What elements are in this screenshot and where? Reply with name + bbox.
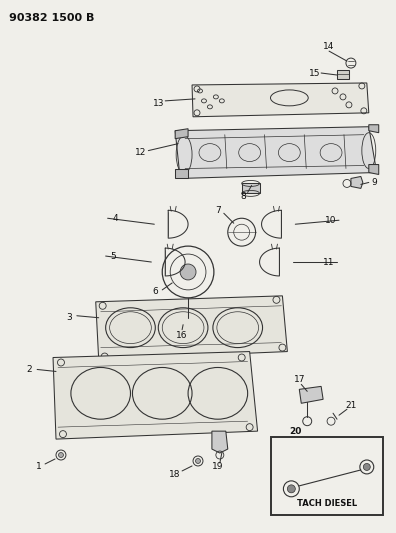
Polygon shape (299, 386, 323, 403)
Text: 13: 13 (152, 99, 164, 108)
Polygon shape (175, 127, 377, 179)
Polygon shape (242, 183, 259, 193)
Polygon shape (369, 165, 379, 174)
Text: 4: 4 (113, 214, 118, 223)
Text: 10: 10 (325, 216, 337, 225)
Text: 9: 9 (371, 178, 377, 187)
Polygon shape (96, 296, 287, 360)
Polygon shape (192, 83, 369, 117)
Text: 19: 19 (212, 463, 224, 472)
Text: 17: 17 (293, 375, 305, 384)
Text: TACH DIESEL: TACH DIESEL (297, 499, 357, 508)
Polygon shape (351, 176, 363, 188)
Text: 6: 6 (152, 287, 158, 296)
Polygon shape (369, 125, 379, 133)
Polygon shape (175, 168, 188, 179)
Text: 12: 12 (135, 148, 146, 157)
Text: 20: 20 (289, 426, 301, 435)
Text: 8: 8 (241, 192, 247, 201)
Text: 1: 1 (36, 463, 42, 472)
Circle shape (287, 485, 295, 493)
Polygon shape (337, 70, 349, 79)
Polygon shape (175, 129, 188, 139)
Polygon shape (53, 352, 257, 439)
Text: 18: 18 (169, 471, 181, 479)
Text: 21: 21 (345, 401, 357, 410)
Text: 7: 7 (215, 206, 221, 215)
Text: 14: 14 (324, 42, 335, 51)
Text: 2: 2 (27, 365, 32, 374)
Circle shape (364, 464, 370, 471)
Text: 3: 3 (66, 313, 72, 322)
Text: 90382 1500 B: 90382 1500 B (10, 13, 95, 23)
Polygon shape (272, 437, 383, 515)
Polygon shape (182, 316, 194, 326)
Text: 15: 15 (309, 69, 321, 77)
Text: 16: 16 (176, 331, 188, 340)
Circle shape (196, 458, 200, 464)
Circle shape (59, 453, 63, 457)
Text: 5: 5 (111, 252, 116, 261)
Text: 11: 11 (323, 257, 335, 266)
Circle shape (180, 264, 196, 280)
Polygon shape (212, 431, 228, 453)
